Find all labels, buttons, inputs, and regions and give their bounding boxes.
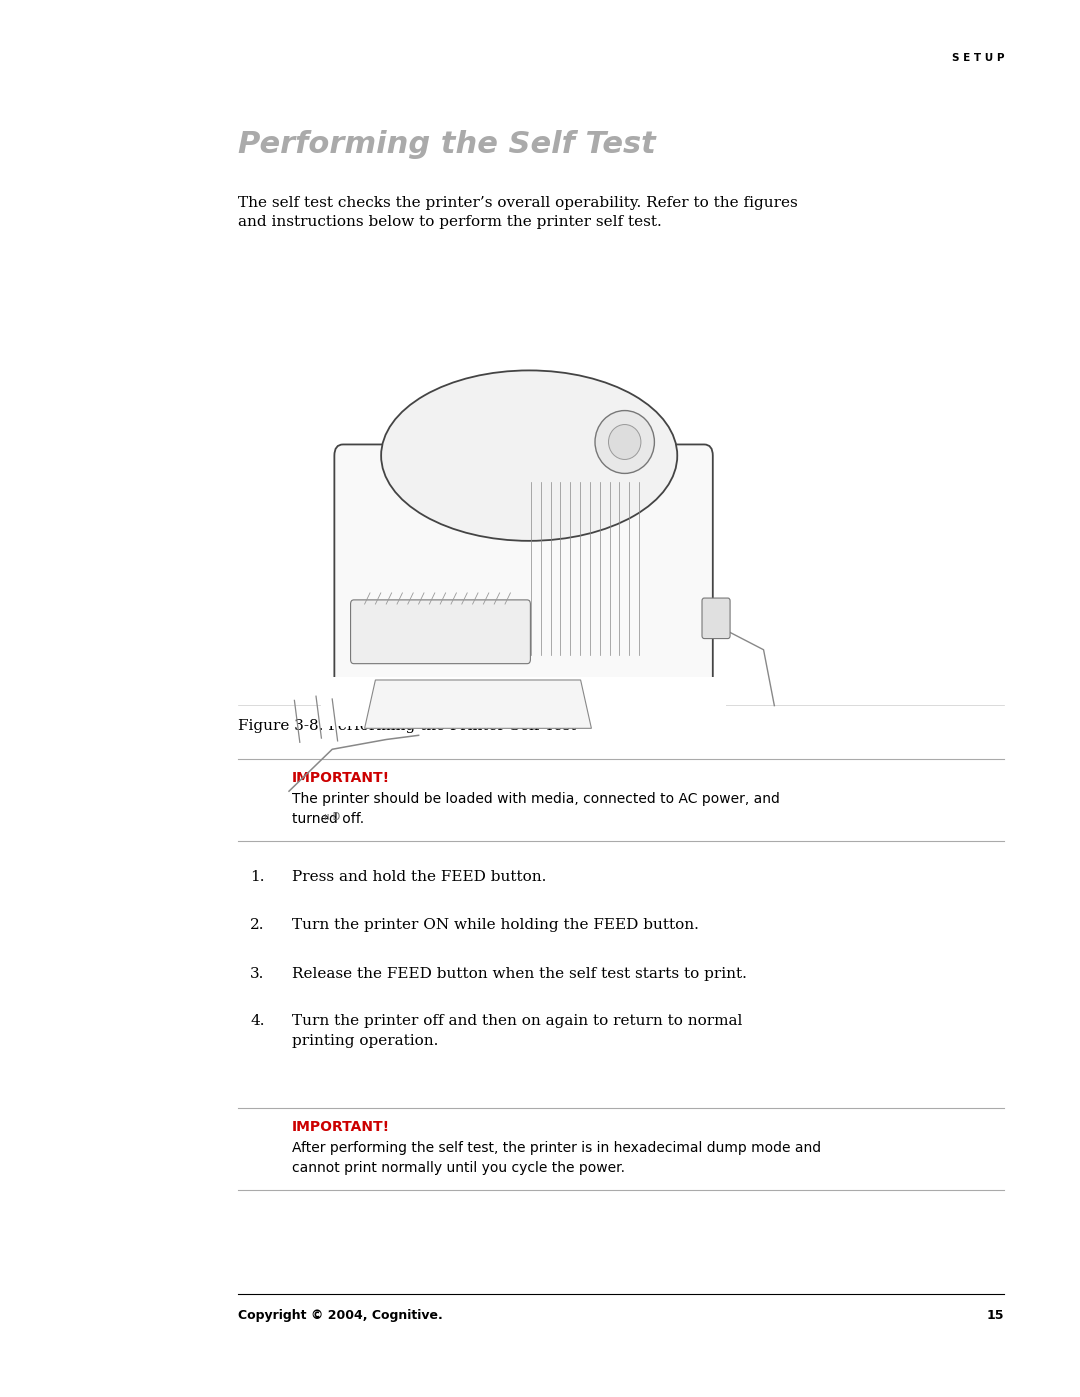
Text: The printer should be loaded with media, connected to AC power, and
turned off.: The printer should be loaded with media,…	[292, 792, 780, 826]
Text: 2.: 2.	[251, 918, 265, 932]
Text: 3.: 3.	[251, 967, 265, 981]
Text: Press and hold the FEED button.: Press and hold the FEED button.	[292, 870, 546, 884]
Polygon shape	[365, 680, 592, 728]
Text: 4.: 4.	[251, 1014, 265, 1028]
FancyBboxPatch shape	[322, 678, 726, 726]
Text: ıı D: ıı D	[324, 812, 340, 823]
Text: IMPORTANT!: IMPORTANT!	[292, 1120, 390, 1134]
Text: 15: 15	[987, 1309, 1004, 1322]
FancyBboxPatch shape	[335, 444, 713, 689]
Ellipse shape	[595, 411, 654, 474]
Text: Figure 3-8. Performing the Printer Self Test: Figure 3-8. Performing the Printer Self …	[238, 719, 576, 733]
FancyBboxPatch shape	[702, 598, 730, 638]
FancyBboxPatch shape	[351, 599, 530, 664]
Text: Turn the printer off and then on again to return to normal
printing operation.: Turn the printer off and then on again t…	[292, 1014, 742, 1048]
Text: S E T U P: S E T U P	[951, 53, 1004, 63]
Text: Performing the Self Test: Performing the Self Test	[238, 130, 656, 159]
Text: The self test checks the printer’s overall operability. Refer to the figures
and: The self test checks the printer’s overa…	[238, 196, 797, 229]
Ellipse shape	[608, 425, 640, 460]
Text: 1.: 1.	[251, 870, 265, 884]
Text: IMPORTANT!: IMPORTANT!	[292, 771, 390, 785]
Text: After performing the self test, the printer is in hexadecimal dump mode and
cann: After performing the self test, the prin…	[292, 1141, 821, 1175]
Ellipse shape	[381, 370, 677, 541]
Text: Turn the printer ON while holding the FEED button.: Turn the printer ON while holding the FE…	[292, 918, 699, 932]
Text: Copyright © 2004, Cognitive.: Copyright © 2004, Cognitive.	[238, 1309, 443, 1322]
Text: Release the FEED button when the self test starts to print.: Release the FEED button when the self te…	[292, 967, 746, 981]
